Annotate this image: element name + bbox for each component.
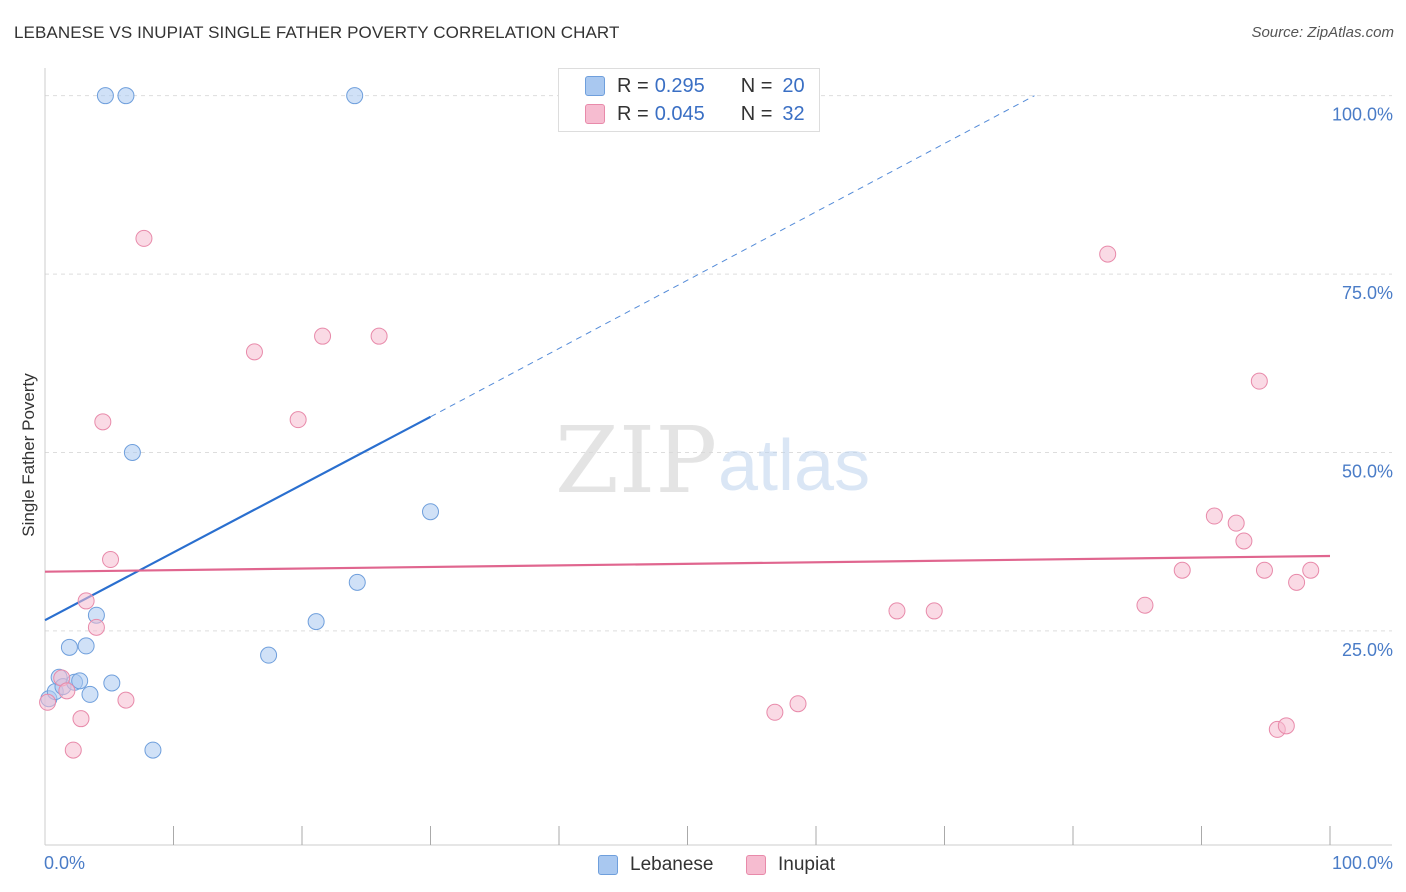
inupiat-point	[370, 327, 388, 345]
x-tick-label: 100.0%	[1332, 853, 1393, 873]
r-label: R =	[617, 74, 649, 97]
y-tick-label: 75.0%	[1342, 283, 1393, 303]
inupiat-point	[1173, 561, 1191, 579]
inupiat-point	[58, 682, 76, 700]
watermark-zip: ZIP	[555, 407, 717, 514]
n-value: 20	[782, 74, 805, 97]
inupiat-point	[1250, 372, 1268, 390]
r-value: 0.045	[654, 102, 705, 125]
inupiat-point	[1099, 245, 1117, 263]
watermark-atlas: atlas	[718, 426, 870, 506]
inupiat-point	[1205, 507, 1223, 525]
inupiat-point	[766, 703, 784, 721]
lebanese-point	[71, 672, 89, 690]
lebanese-point	[81, 685, 99, 703]
n-label: N =	[740, 74, 773, 97]
inupiat-swatch	[585, 104, 605, 124]
bottom-legend-lebanese: Lebanese	[598, 852, 713, 878]
x-tick-label: 0.0%	[44, 853, 85, 873]
inupiat-point	[1227, 514, 1245, 532]
inupiat-point	[94, 413, 112, 431]
data-points	[39, 87, 1320, 759]
lebanese-point	[307, 613, 325, 631]
tick-labels: 25.0% 50.0% 75.0% 100.0% 0.0% 100.0%	[44, 105, 1393, 873]
lebanese-point	[260, 646, 278, 664]
inupiat-point	[102, 551, 120, 569]
inupiat-point	[64, 741, 82, 759]
lebanese-point	[123, 444, 141, 461]
inupiat-point	[135, 229, 153, 247]
inupiat-point	[87, 618, 105, 636]
legend-label-inupiat: Inupiat	[778, 854, 836, 875]
bottom-legend-inupiat: Inupiat	[746, 852, 835, 878]
legend-row-lebanese: R = 0.295 N = 20	[585, 73, 805, 99]
lebanese-point	[103, 674, 121, 692]
legend-label-lebanese: Lebanese	[630, 854, 714, 875]
grid-lines	[45, 95, 1392, 632]
y-tick-label: 100.0%	[1332, 105, 1393, 125]
n-label: N =	[740, 102, 773, 125]
inupiat-trend-line	[44, 554, 1331, 573]
inupiat-point	[72, 710, 90, 728]
watermark: ZIP atlas	[555, 407, 870, 514]
trend-lines	[44, 95, 1331, 622]
inupiat-point	[1302, 561, 1320, 579]
axes	[44, 68, 1392, 846]
chart-title: LEBANESE VS INUPIAT SINGLE FATHER POVERT…	[14, 23, 620, 42]
y-tick-label: 25.0%	[1342, 640, 1393, 660]
inupiat-point	[1277, 717, 1295, 735]
inupiat-point	[245, 343, 263, 361]
inupiat-point	[77, 592, 95, 610]
inupiat-swatch	[746, 855, 766, 875]
inupiat-point	[925, 602, 943, 620]
inupiat-point	[1288, 573, 1306, 591]
inupiat-point	[39, 693, 57, 711]
lebanese-point	[77, 637, 95, 655]
inupiat-point	[1136, 596, 1154, 614]
lebanese-point	[422, 503, 439, 521]
inupiat-point	[789, 695, 807, 713]
lebanese-point	[348, 573, 366, 591]
r-value: 0.295	[654, 74, 705, 97]
legend-row-inupiat: R = 0.045 N = 32	[585, 101, 805, 127]
inupiat-point	[314, 327, 332, 345]
lebanese-point	[60, 638, 78, 656]
y-axis-label: Single Father Poverty	[19, 373, 38, 537]
lebanese-swatch	[585, 76, 605, 96]
stats-legend: R = 0.295 N = 20 R = 0.045 N = 32	[558, 68, 820, 132]
lebanese-point	[144, 741, 162, 759]
source-credit: Source: ZipAtlas.com	[1251, 24, 1394, 41]
lebanese-point	[96, 87, 114, 105]
lebanese-point	[117, 87, 135, 105]
lebanese-trend-line	[44, 415, 432, 622]
r-label: R =	[617, 102, 649, 125]
y-tick-label: 50.0%	[1342, 462, 1393, 482]
inupiat-point	[1255, 561, 1273, 579]
n-value: 32	[782, 102, 805, 125]
inupiat-point	[117, 691, 135, 709]
inupiat-point	[888, 602, 906, 620]
inupiat-point	[289, 411, 307, 429]
lebanese-point	[346, 87, 364, 105]
lebanese-trend-extension	[430, 95, 1035, 418]
inupiat-point	[1235, 532, 1253, 550]
lebanese-swatch	[598, 855, 618, 875]
